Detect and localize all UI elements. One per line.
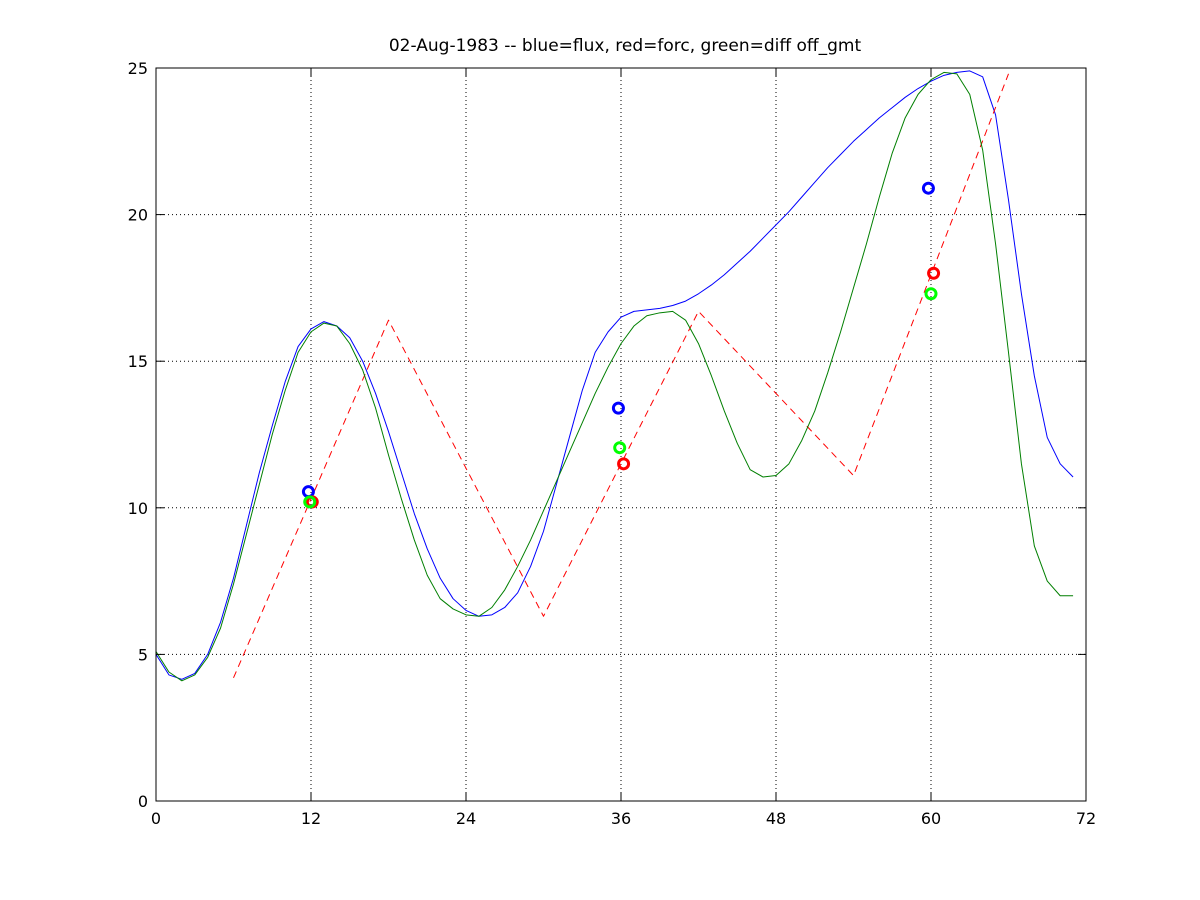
data-marker-7 — [927, 266, 941, 280]
axis-ticks: 0 12 24 36 48 60 72 0 5 10 15 20 25 — [128, 59, 1097, 828]
data-marker-3 — [611, 401, 625, 415]
grid-lines — [156, 68, 1086, 801]
data-marker-5 — [617, 457, 631, 471]
chart-title: 02-Aug-1983 -- blue=flux, red=forc, gree… — [389, 36, 862, 56]
x-tick-label: 36 — [611, 809, 631, 828]
data-marker-2 — [303, 495, 317, 509]
y-tick-label: 15 — [128, 352, 148, 371]
x-tick-label: 24 — [456, 809, 476, 828]
series-line-1 — [233, 73, 1009, 679]
series-line-0 — [155, 70, 1074, 680]
x-tick-label: 48 — [766, 809, 786, 828]
series-line-2 — [155, 71, 1074, 682]
y-tick-label: 10 — [128, 499, 148, 518]
x-tick-label: 12 — [301, 809, 321, 828]
x-tick-label: 72 — [1076, 809, 1096, 828]
y-tick-label: 5 — [138, 645, 148, 664]
data-marker-6 — [921, 181, 935, 195]
x-tick-label: 0 — [151, 809, 161, 828]
data-marker-8 — [924, 287, 938, 301]
series-lines — [155, 70, 1074, 682]
y-tick-label: 25 — [128, 59, 148, 78]
y-tick-label: 0 — [138, 792, 148, 811]
data-marker-4 — [613, 441, 627, 455]
x-tick-label: 60 — [921, 809, 941, 828]
y-tick-label: 20 — [128, 206, 148, 225]
data-markers — [301, 181, 941, 509]
